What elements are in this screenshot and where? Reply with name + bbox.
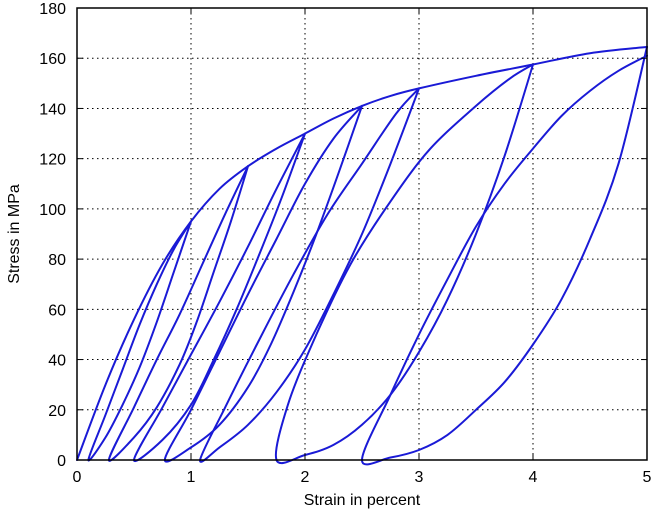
series-loop-7 — [361, 45, 648, 466]
tick-marks — [76, 7, 648, 461]
y-tick-label: 100 — [39, 202, 66, 219]
y-tick-label: 40 — [48, 353, 66, 370]
series-loop-6 — [274, 63, 534, 465]
y-tick-label: 140 — [39, 101, 66, 118]
x-tick-label: 1 — [187, 469, 196, 486]
y-tick-label: 120 — [39, 152, 66, 169]
x-axis-label: Strain in percent — [304, 492, 421, 509]
x-tick-label: 4 — [529, 469, 538, 486]
series-loop-3 — [133, 132, 306, 463]
series-loop-2 — [107, 165, 249, 462]
y-axis-label: Stress in MPa — [6, 184, 23, 284]
grid-lines — [77, 8, 647, 460]
y-tick-label: 180 — [39, 1, 66, 18]
x-tick-label: 0 — [73, 469, 82, 486]
series-loop-4 — [163, 104, 363, 463]
series-layer — [76, 45, 648, 466]
x-tick-labels: 0 1 2 3 4 5 — [73, 469, 652, 486]
x-tick-label: 2 — [301, 469, 310, 486]
y-tick-label: 160 — [39, 51, 66, 68]
y-tick-labels: 0 20 40 60 80 100 120 140 160 180 — [39, 1, 66, 470]
x-tick-label: 3 — [415, 469, 424, 486]
y-tick-label: 80 — [48, 252, 66, 269]
y-tick-label: 20 — [48, 403, 66, 420]
x-tick-label: 5 — [643, 469, 652, 486]
plot-frame — [76, 7, 648, 461]
y-tick-label: 0 — [57, 453, 66, 470]
y-tick-label: 60 — [48, 302, 66, 319]
series-loop-5 — [199, 87, 420, 463]
